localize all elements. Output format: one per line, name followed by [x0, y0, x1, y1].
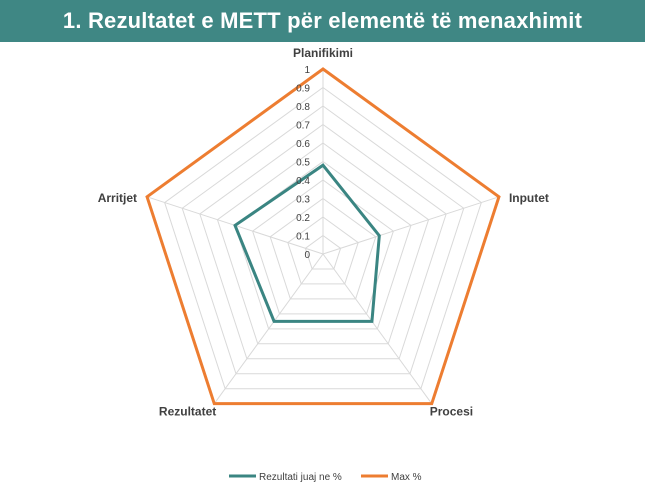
- category-label-inputet: Inputet: [509, 191, 549, 205]
- series-line-0: [233, 163, 381, 323]
- category-label-planifikimi: Planifikimi: [293, 46, 353, 60]
- category-label-procesi: Procesi: [430, 405, 473, 419]
- tick-label-2: 0.2: [296, 213, 310, 224]
- tick-label-0: 0: [304, 250, 310, 261]
- grid-ring-1: [304, 234, 342, 270]
- category-label-arritjet: Arritjet: [98, 191, 137, 205]
- legend-label-series-1: Max %: [391, 472, 422, 483]
- chart-title: 1. Rezultatet e METT për elementë të men…: [62, 8, 583, 33]
- grid-spoke-2: [322, 253, 433, 404]
- grid-ring-4: [252, 179, 394, 315]
- tick-label-5: 0.5: [296, 158, 310, 169]
- series-layer: [145, 67, 501, 406]
- tick-label-1: 0.1: [296, 232, 310, 243]
- series-line-1: [145, 67, 501, 406]
- grid-ring-8: [181, 105, 465, 375]
- tick-label-8: 0.8: [296, 102, 310, 113]
- tick-label-3: 0.3: [296, 195, 310, 206]
- grid-ring-6: [216, 142, 430, 345]
- grid-ring-9: [164, 86, 482, 390]
- tick-label-6: 0.6: [296, 139, 310, 150]
- tick-label-7: 0.7: [296, 121, 310, 132]
- grid-ring-3: [269, 197, 377, 300]
- tick-layer: 0 0.1 0.2 0.3 0.4 0.5 0.6 0.7 0.8 0.9 1: [296, 65, 310, 261]
- tick-label-9: 0.9: [296, 84, 310, 95]
- grid-ring-7: [199, 123, 447, 360]
- grid-ring-2: [287, 216, 359, 285]
- tick-label-10: 1: [304, 65, 310, 76]
- title-bar: 1. Rezultatet e METT për elementë të men…: [0, 0, 645, 42]
- tick-label-4: 0.4: [296, 176, 310, 187]
- grid-layer: [146, 68, 500, 405]
- category-labels: Planifikimi Inputet Procesi Rezultatet Arrit…: [98, 46, 549, 419]
- legend: Rezultati juaj ne % Max %: [229, 472, 422, 483]
- legend-label-series-0: Rezultati juaj ne %: [259, 472, 342, 483]
- grid-spoke-1: [322, 196, 500, 255]
- grid-spoke-3: [213, 253, 324, 404]
- category-label-rezultatet: Rezultatet: [159, 405, 216, 419]
